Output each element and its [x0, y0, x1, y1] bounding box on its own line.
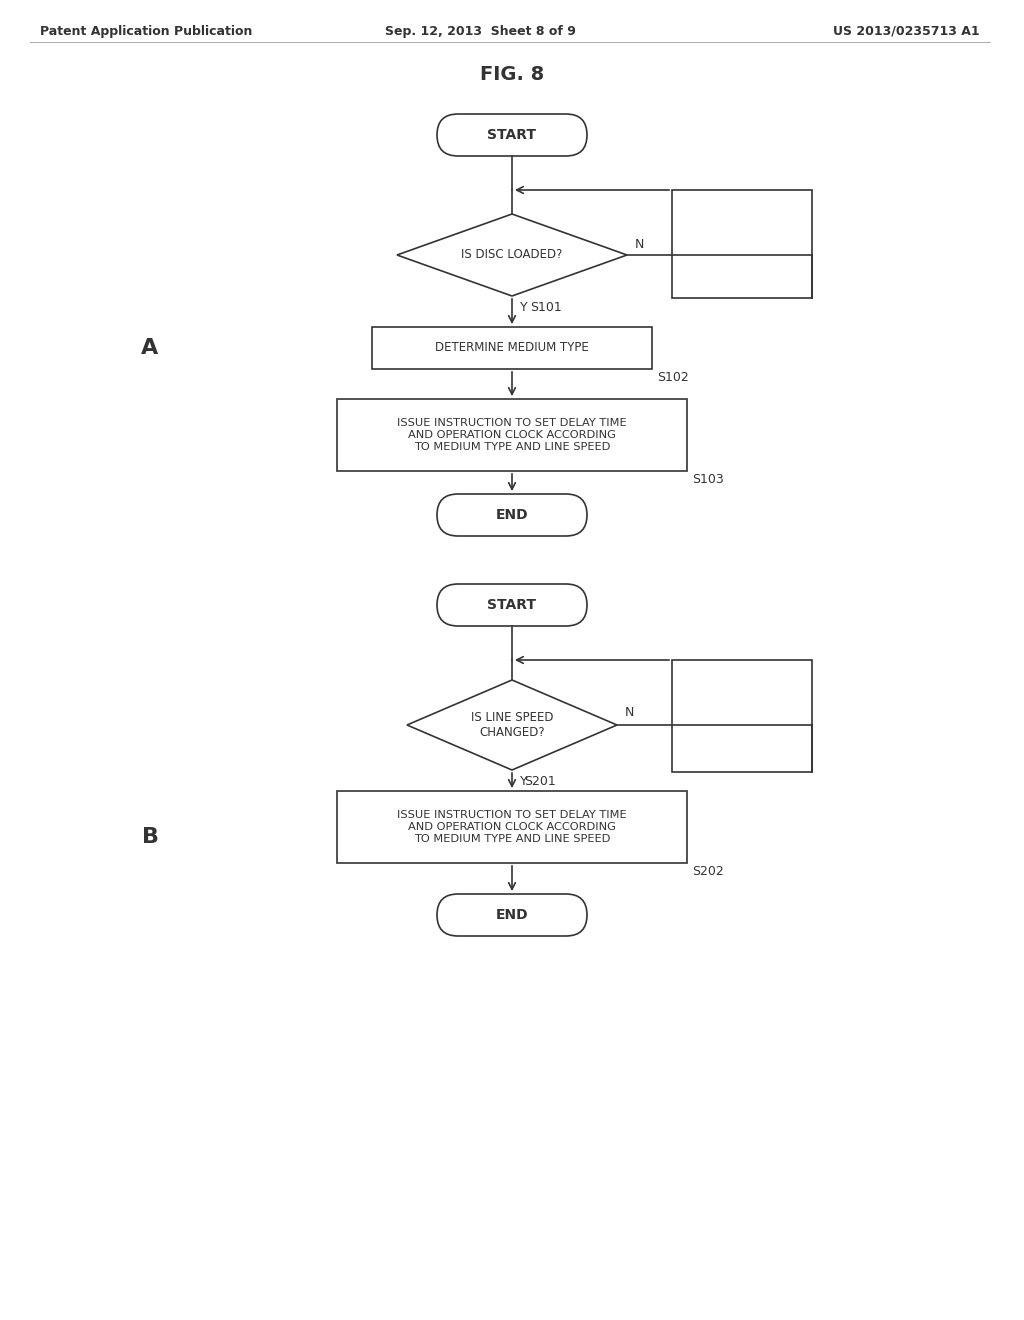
Polygon shape — [397, 214, 627, 296]
Text: Sep. 12, 2013  Sheet 8 of 9: Sep. 12, 2013 Sheet 8 of 9 — [385, 25, 575, 38]
Text: Patent Application Publication: Patent Application Publication — [40, 25, 252, 38]
Text: S202: S202 — [692, 865, 724, 878]
Polygon shape — [407, 680, 617, 770]
Text: Y: Y — [520, 301, 527, 314]
Text: A: A — [141, 338, 159, 358]
Text: S103: S103 — [692, 473, 724, 486]
Text: END: END — [496, 508, 528, 521]
Text: S101: S101 — [530, 301, 562, 314]
Text: N: N — [635, 239, 644, 252]
Text: Y: Y — [520, 775, 527, 788]
Bar — [672, 190, 812, 298]
Text: FIG. 8: FIG. 8 — [480, 65, 544, 84]
Text: IS DISC LOADED?: IS DISC LOADED? — [462, 248, 562, 261]
Text: B: B — [141, 828, 159, 847]
Text: START: START — [487, 128, 537, 143]
Text: DETERMINE MEDIUM TYPE: DETERMINE MEDIUM TYPE — [435, 342, 589, 355]
Text: END: END — [496, 908, 528, 921]
Text: ISSUE INSTRUCTION TO SET DELAY TIME
AND OPERATION CLOCK ACCORDING
TO MEDIUM TYPE: ISSUE INSTRUCTION TO SET DELAY TIME AND … — [397, 810, 627, 843]
Bar — [337, 791, 687, 863]
FancyBboxPatch shape — [437, 583, 587, 626]
Text: US 2013/0235713 A1: US 2013/0235713 A1 — [834, 25, 980, 38]
Text: START: START — [487, 598, 537, 612]
Text: IS LINE SPEED
CHANGED?: IS LINE SPEED CHANGED? — [471, 711, 553, 739]
Text: S201: S201 — [524, 775, 556, 788]
FancyBboxPatch shape — [437, 494, 587, 536]
FancyBboxPatch shape — [437, 894, 587, 936]
Bar — [337, 399, 687, 471]
Text: N: N — [625, 706, 635, 719]
Bar — [372, 327, 652, 370]
Text: ISSUE INSTRUCTION TO SET DELAY TIME
AND OPERATION CLOCK ACCORDING
TO MEDIUM TYPE: ISSUE INSTRUCTION TO SET DELAY TIME AND … — [397, 418, 627, 451]
FancyBboxPatch shape — [437, 114, 587, 156]
Bar — [672, 660, 812, 772]
Text: S102: S102 — [657, 371, 689, 384]
